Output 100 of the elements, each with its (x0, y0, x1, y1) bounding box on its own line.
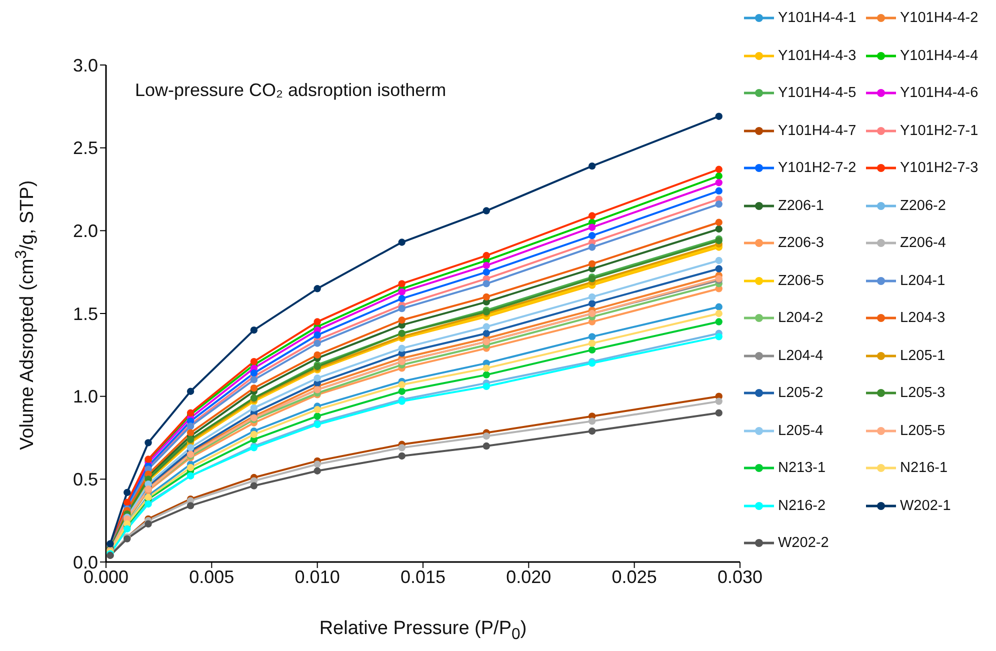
point (482, 432, 490, 440)
point (314, 467, 321, 474)
point (482, 364, 490, 372)
point (314, 412, 321, 420)
legend-label: W202-2 (778, 535, 829, 551)
point (398, 288, 406, 296)
point (250, 404, 258, 412)
legend-label: N213-1 (778, 460, 826, 476)
point (398, 316, 406, 324)
point (482, 207, 490, 214)
point (186, 444, 194, 452)
y-tick-label: 3.0 (72, 55, 98, 76)
point (314, 406, 321, 414)
point (482, 382, 490, 390)
legend-label: N216-2 (778, 498, 826, 514)
legend-label: W202-1 (900, 498, 951, 514)
point (314, 374, 321, 382)
point (588, 333, 596, 340)
legend-label: Y101H4-4-5 (778, 85, 856, 101)
point (186, 429, 194, 436)
point (186, 464, 194, 472)
y-tick-label: 1.5 (72, 304, 98, 324)
point (250, 482, 258, 490)
point (398, 294, 406, 302)
point (398, 452, 406, 460)
legend-label: Y101H2-7-2 (778, 160, 856, 176)
legend-label: L204-2 (778, 310, 824, 326)
point (482, 442, 490, 450)
point (398, 388, 406, 395)
point (715, 179, 722, 186)
point (314, 285, 321, 292)
point (250, 326, 258, 334)
point (314, 340, 321, 347)
legend-label: L205-4 (778, 422, 824, 438)
annotation: Low-pressure CO₂ adsroption isotherm (135, 80, 446, 101)
point (588, 428, 596, 435)
point (398, 444, 406, 452)
point (398, 238, 406, 246)
legend-label: Y101H2-7-3 (900, 160, 978, 176)
point (144, 439, 152, 446)
legend-label: Z206-2 (900, 198, 946, 214)
y-tick-label: 2.0 (72, 221, 98, 242)
legend-label: N216-1 (900, 460, 948, 476)
x-tick-label: 0.005 (189, 566, 234, 587)
point (588, 346, 596, 354)
point (314, 331, 321, 339)
point (715, 200, 722, 208)
legend-label: Z206-5 (778, 272, 824, 288)
legend-label: L205-2 (778, 385, 824, 401)
point (715, 318, 722, 326)
point (482, 371, 490, 378)
point (588, 293, 596, 301)
point (715, 398, 722, 405)
point (715, 333, 722, 340)
point (398, 280, 406, 288)
legend-label: Z206-4 (900, 235, 946, 251)
point (250, 358, 258, 366)
point (250, 370, 258, 377)
legend-label: Y101H4-4-7 (778, 122, 856, 138)
point (250, 430, 258, 438)
point (588, 260, 596, 268)
x-axis-title: Relative Pressure (P/P$_{0}$) (318, 618, 528, 644)
point (482, 268, 490, 276)
point (588, 212, 596, 220)
point (588, 224, 596, 231)
point (482, 323, 490, 330)
point (186, 388, 194, 395)
point (250, 384, 258, 392)
point (482, 262, 490, 270)
point (588, 300, 596, 308)
legend-label: Y101H2-7-1 (900, 122, 978, 138)
point (715, 265, 722, 272)
x-tick-label: 0.010 (294, 566, 340, 587)
legend-label: Y101H4-4-1 (778, 10, 856, 26)
legend-label: Z206-1 (778, 198, 824, 214)
legend-label: Y101H4-4-6 (900, 85, 978, 101)
x-tick-label: 0.025 (612, 566, 657, 587)
point (715, 172, 722, 180)
legend-label: Z206-3 (778, 235, 824, 251)
point (398, 304, 406, 312)
point (482, 252, 490, 260)
point (482, 280, 490, 288)
point (144, 520, 152, 528)
point (715, 409, 722, 416)
point (314, 460, 321, 468)
point (715, 225, 722, 233)
y-tick-label: 1.0 (72, 386, 98, 407)
point (398, 344, 406, 352)
y-tick-label: 0.5 (72, 470, 98, 490)
point (588, 340, 596, 347)
point (715, 256, 722, 264)
point (124, 488, 131, 496)
x-tick-label: 0.030 (717, 566, 763, 587)
point (715, 303, 722, 310)
legend-label: Y101H4-4-3 (778, 48, 856, 64)
legend-label: L204-4 (778, 348, 824, 364)
point (715, 187, 722, 195)
point (482, 330, 490, 337)
point (314, 351, 321, 359)
point (715, 218, 722, 226)
